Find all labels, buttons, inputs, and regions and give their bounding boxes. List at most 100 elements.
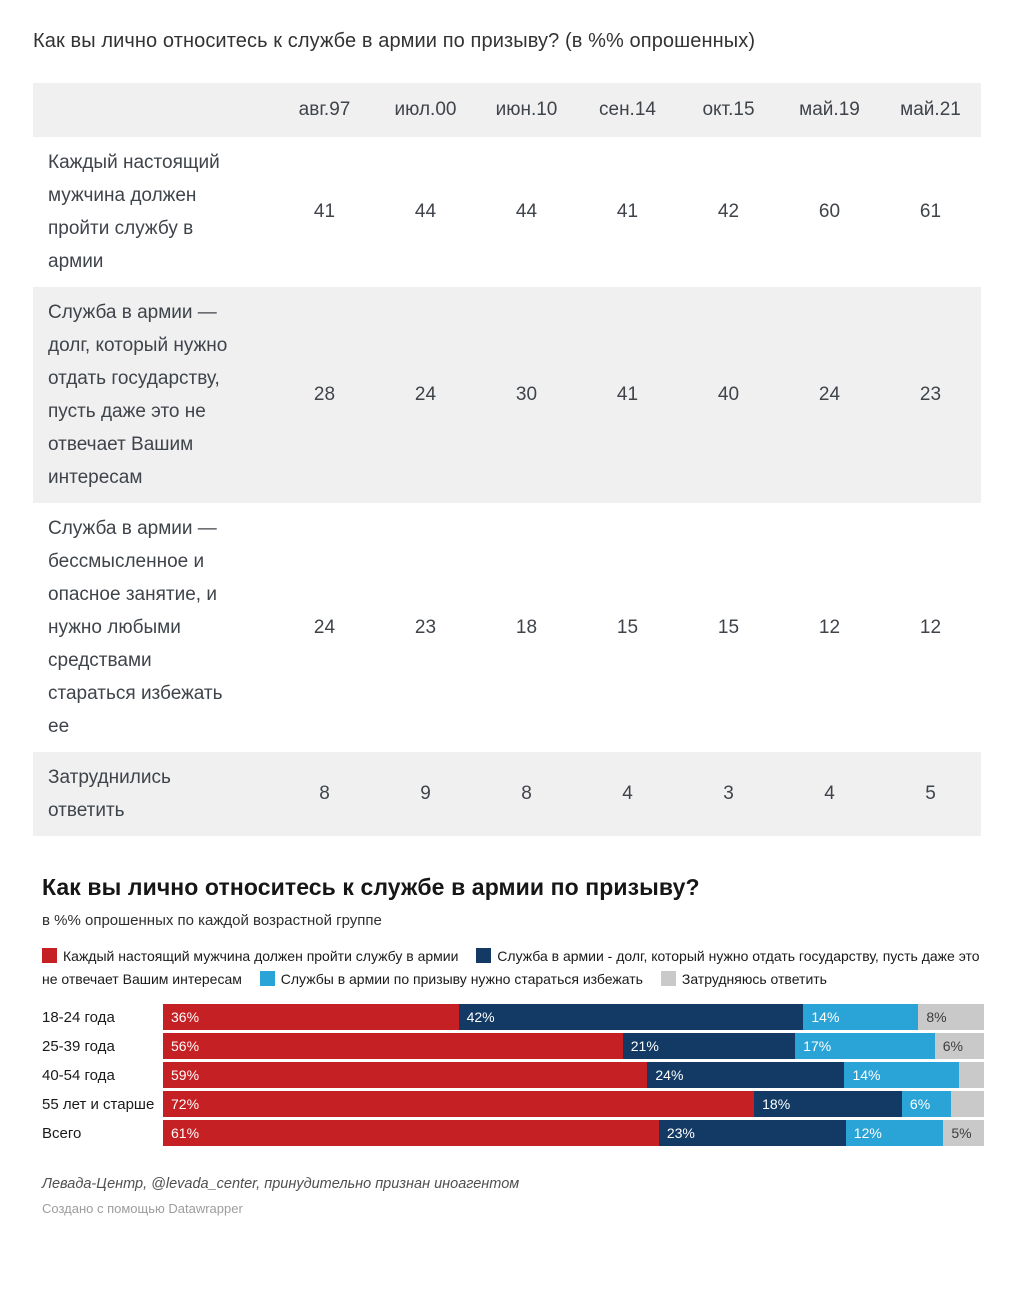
column-header: сен.14 bbox=[599, 99, 656, 120]
bar-row: 25-39 года 56% 21% 17% 6% bbox=[42, 1033, 984, 1059]
bar-track: 61% 23% 12% 5% bbox=[163, 1120, 984, 1146]
bar-segment: 12% bbox=[845, 1120, 944, 1146]
table-value-cell: 3 bbox=[723, 783, 734, 804]
table-value-cell: 24 bbox=[313, 616, 336, 638]
bar-category-label: 55 лет и старше bbox=[42, 1095, 155, 1113]
page-title: Как вы лично относитесь к службе в армии… bbox=[33, 30, 756, 52]
bar-segment bbox=[951, 1091, 984, 1117]
bar-value-label: 72% bbox=[171, 1096, 200, 1112]
table-value-cell: 42 bbox=[717, 201, 740, 222]
table-value-cell: 28 bbox=[313, 384, 336, 405]
bar-value-label: 8% bbox=[926, 1009, 947, 1025]
bar-row: 55 лет и старше 72% 18% 6% bbox=[42, 1091, 984, 1117]
legend-item: Затрудняюсь ответить bbox=[660, 971, 827, 987]
table-value-cell: 40 bbox=[717, 384, 740, 405]
bar-track: 56% 21% 17% 6% bbox=[163, 1033, 984, 1059]
table-value-cell: 15 bbox=[616, 616, 639, 638]
bar-value-label: 14% bbox=[811, 1009, 840, 1025]
bar-track: 59% 24% 14% bbox=[163, 1062, 984, 1088]
table-value-cell: 8 bbox=[319, 783, 330, 804]
table-row: Каждый настоящий мужчина должен пройти с… bbox=[33, 137, 981, 287]
legend-swatch-icon bbox=[476, 948, 492, 963]
credit-note: Создано с помощью Datawrapper bbox=[42, 1201, 243, 1216]
bar-value-label: 6% bbox=[909, 1096, 931, 1112]
source-note: Левада-Центр, @levada_center, принудител… bbox=[42, 1176, 520, 1192]
table-value-cell: 12 bbox=[919, 616, 942, 638]
column-header: июн.10 bbox=[495, 99, 558, 120]
chart-subtitle: в %% опрошенных по каждой возрастной гру… bbox=[42, 912, 382, 929]
legend-item: Службы в армии по призыву нужно старатьс… bbox=[259, 971, 643, 987]
bar-segment: 8% bbox=[918, 1004, 984, 1030]
chart-section: Как вы лично относитесь к службе в армии… bbox=[42, 874, 984, 1216]
bar-segment: 14% bbox=[844, 1062, 960, 1088]
row-label: Каждый настоящий мужчина должен пройти с… bbox=[48, 152, 220, 272]
table-corner-cell bbox=[33, 83, 274, 137]
bar-category-label: 25-39 года bbox=[42, 1037, 115, 1055]
table-value-cell: 61 bbox=[919, 201, 942, 222]
bar-value-label: 6% bbox=[942, 1038, 963, 1054]
column-header: окт.15 bbox=[702, 99, 755, 120]
column-header: май.19 bbox=[799, 99, 860, 120]
table-value-cell: 15 bbox=[717, 616, 740, 638]
bar-value-label: 24% bbox=[655, 1067, 684, 1083]
table-value-cell: 4 bbox=[824, 783, 835, 804]
table-value-cell: 23 bbox=[919, 384, 942, 405]
table-value-cell: 4 bbox=[622, 783, 633, 804]
table-value-cell: 8 bbox=[521, 783, 532, 804]
bar-segment: 18% bbox=[754, 1091, 902, 1117]
bar-segment: 5% bbox=[943, 1120, 984, 1146]
bar-segment: 56% bbox=[163, 1033, 623, 1059]
bar-segment: 59% bbox=[163, 1062, 648, 1088]
table-value-cell: 12 bbox=[818, 616, 841, 638]
bar-track: 36% 42% 14% 8% bbox=[163, 1004, 984, 1030]
bar-value-label: 56% bbox=[171, 1038, 200, 1054]
bar-value-label: 36% bbox=[171, 1009, 200, 1025]
bar-segment: 6% bbox=[901, 1091, 952, 1117]
bar-value-label: 42% bbox=[466, 1009, 495, 1025]
table-value-cell: 23 bbox=[414, 616, 437, 638]
legend-label: Затрудняюсь ответить bbox=[681, 971, 827, 987]
table-row: Служба в армии — долг, который нужно отд… bbox=[33, 287, 981, 503]
bar-value-label: 61% bbox=[171, 1125, 200, 1141]
table-value-cell: 44 bbox=[515, 201, 538, 222]
bar-track: 72% 18% 6% bbox=[163, 1091, 984, 1117]
table-header-row: авг.97 июл.00 июн.10 сен.14 окт.15 май.1… bbox=[33, 83, 981, 137]
bar-segment: 14% bbox=[803, 1004, 919, 1030]
column-header: май.21 bbox=[900, 99, 961, 120]
legend-swatch-icon bbox=[42, 948, 57, 963]
column-header: авг.97 bbox=[298, 99, 351, 120]
bar-category-label: 18-24 года bbox=[42, 1008, 115, 1026]
bar-value-label: 23% bbox=[666, 1125, 695, 1141]
table-value-cell: 41 bbox=[616, 201, 639, 222]
table-value-cell: 24 bbox=[818, 384, 841, 405]
row-label: Затруднились ответить bbox=[48, 767, 171, 821]
row-label-cell: Затруднились ответить bbox=[33, 752, 274, 836]
table-row: Служба в армии — бессмысленное и опасное… bbox=[33, 503, 981, 752]
legend-label: Каждый настоящий мужчина должен пройти с… bbox=[63, 948, 459, 964]
row-label: Служба в армии — бессмысленное и опасное… bbox=[48, 518, 223, 737]
row-label: Служба в армии — долг, который нужно отд… bbox=[48, 302, 228, 488]
legend-item: Служба в армии - долг, который нужно отд… bbox=[42, 948, 980, 987]
column-header: июл.00 bbox=[394, 99, 457, 120]
row-label-cell: Служба в армии — долг, который нужно отд… bbox=[33, 287, 274, 503]
legend-item: Каждый настоящий мужчина должен пройти с… bbox=[42, 948, 458, 964]
bar-category-label: 40-54 года bbox=[42, 1066, 115, 1084]
bar-chart: 18-24 года 36% 42% 14% 8% 25-39 года 56% 21% 17%… bbox=[42, 1004, 984, 1146]
row-label-cell: Каждый настоящий мужчина должен пройти с… bbox=[33, 137, 274, 287]
legend-label: Службы в армии по призыву нужно старатьс… bbox=[280, 971, 643, 987]
bar-value-label: 59% bbox=[171, 1067, 200, 1083]
table-value-cell: 5 bbox=[925, 783, 936, 804]
bar-row: 18-24 года 36% 42% 14% 8% bbox=[42, 1004, 984, 1030]
bar-row: Всего 61% 23% 12% 5% bbox=[42, 1120, 984, 1146]
bar-segment: 23% bbox=[658, 1120, 846, 1146]
table-value-cell: 60 bbox=[818, 201, 841, 222]
bar-segment: 36% bbox=[163, 1004, 459, 1030]
bar-value-label: 12% bbox=[853, 1125, 882, 1141]
bar-value-label: 21% bbox=[630, 1038, 659, 1054]
chart-legend: Каждый настоящий мужчина должен пройти с… bbox=[42, 945, 984, 991]
table-value-cell: 18 bbox=[515, 616, 538, 638]
bar-segment: 24% bbox=[647, 1062, 845, 1088]
bar-segment: 21% bbox=[622, 1033, 796, 1059]
table-value-cell: 41 bbox=[313, 201, 336, 222]
